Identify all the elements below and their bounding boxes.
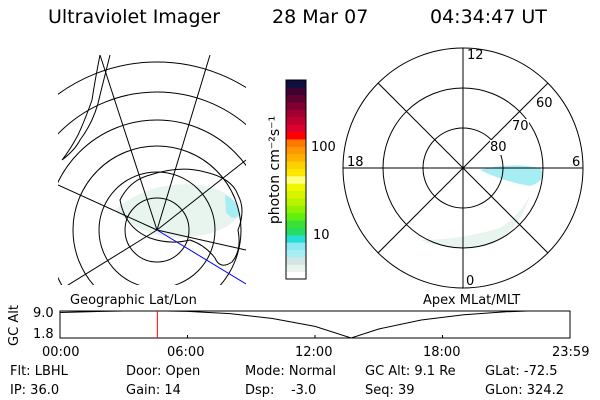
- colorbar-swatch: [286, 256, 306, 265]
- colorbar-swatch: [286, 227, 306, 236]
- colorbar-swatch: [286, 175, 306, 184]
- colorbar-swatch: [286, 264, 306, 273]
- colorbar-swatch: [286, 168, 306, 177]
- colorbar-swatch: [286, 94, 306, 103]
- dsp-status: Dsp: -3.0: [245, 383, 317, 398]
- xtick-0600: 06:00: [167, 345, 205, 360]
- filter-status: Flt: LBHL: [10, 364, 68, 379]
- colorbar-swatch: [286, 116, 306, 125]
- chart-frame: [59, 310, 571, 339]
- colorbar-tick-10: 10: [313, 228, 330, 243]
- gain-status: Gain: 14: [126, 383, 181, 398]
- colorbar-tick-100: 100: [311, 140, 336, 155]
- colorbar-swatch: [286, 242, 306, 251]
- colorbar-swatch: [286, 80, 306, 88]
- colorbar-swatch: [286, 124, 306, 133]
- instrument-title: Ultraviolet Imager: [48, 6, 221, 28]
- mlat-label-70: 70: [512, 119, 529, 134]
- colorbar-swatch: [286, 183, 306, 192]
- glon-status: GLon: 324.2: [485, 383, 565, 398]
- aurora-emission-right: [420, 165, 543, 248]
- colorbar-label: photon cm⁻²s⁻¹: [267, 115, 283, 225]
- xtick-2359: 23:59: [552, 345, 590, 360]
- colorbar-swatch: [286, 146, 306, 155]
- mlt-label-0: 0: [466, 274, 475, 289]
- time-label: 04:34:47 UT: [430, 6, 547, 28]
- door-status: Door: Open: [126, 364, 201, 379]
- mlt-label-18: 18: [347, 155, 364, 170]
- colorbar-swatch: [286, 190, 306, 199]
- colorbar-swatch: [286, 234, 306, 243]
- antarctica-coastline: [119, 168, 243, 266]
- glat-status: GLat: -72.5: [485, 364, 558, 379]
- ytick-1.8: 1.8: [33, 327, 54, 342]
- colorbar-swatch: [286, 87, 306, 96]
- ip-status: IP: 36.0: [10, 383, 60, 398]
- mlt-label-6: 6: [572, 155, 581, 170]
- mode-status: Mode: Normal: [245, 364, 336, 379]
- right-map-label: Apex MLat/MLT: [423, 293, 521, 308]
- colorbar-swatch: [286, 271, 306, 280]
- altitude-line: [59, 310, 570, 339]
- colorbar-swatch: [286, 249, 306, 258]
- gc-alt-status: GC Alt: 9.1 Re: [365, 364, 456, 379]
- colorbar-swatch: [286, 220, 306, 228]
- colorbar-frame: [285, 79, 307, 280]
- colorbar-swatch: [286, 212, 306, 221]
- colorbar-swatch: [286, 161, 306, 169]
- colorbar-swatch: [286, 153, 306, 162]
- left-map-label: Geographic Lat/Lon: [70, 293, 197, 308]
- xtick-0000: 00:00: [42, 345, 80, 360]
- date-label: 28 Mar 07: [272, 6, 369, 28]
- colorbar-swatch: [286, 109, 306, 118]
- chart-ylabel: GC Alt: [6, 305, 22, 346]
- colorbar-swatch: [286, 102, 306, 110]
- seq-status: Seq: 39: [365, 383, 415, 398]
- south-america-coastline: [61, 55, 111, 161]
- colorbar-swatch: [286, 205, 306, 214]
- mlat-label-80: 80: [490, 140, 507, 155]
- xtick-1200: 12:00: [295, 345, 333, 360]
- mlat-label-60: 60: [536, 96, 553, 111]
- mlt-label-12: 12: [467, 48, 484, 63]
- xtick-1800: 18:00: [423, 345, 461, 360]
- ytick-9: 9.0: [33, 306, 54, 321]
- colorbar-swatch: [286, 131, 306, 140]
- colorbar-swatch: [286, 138, 306, 147]
- colorbar-swatch: [286, 197, 306, 206]
